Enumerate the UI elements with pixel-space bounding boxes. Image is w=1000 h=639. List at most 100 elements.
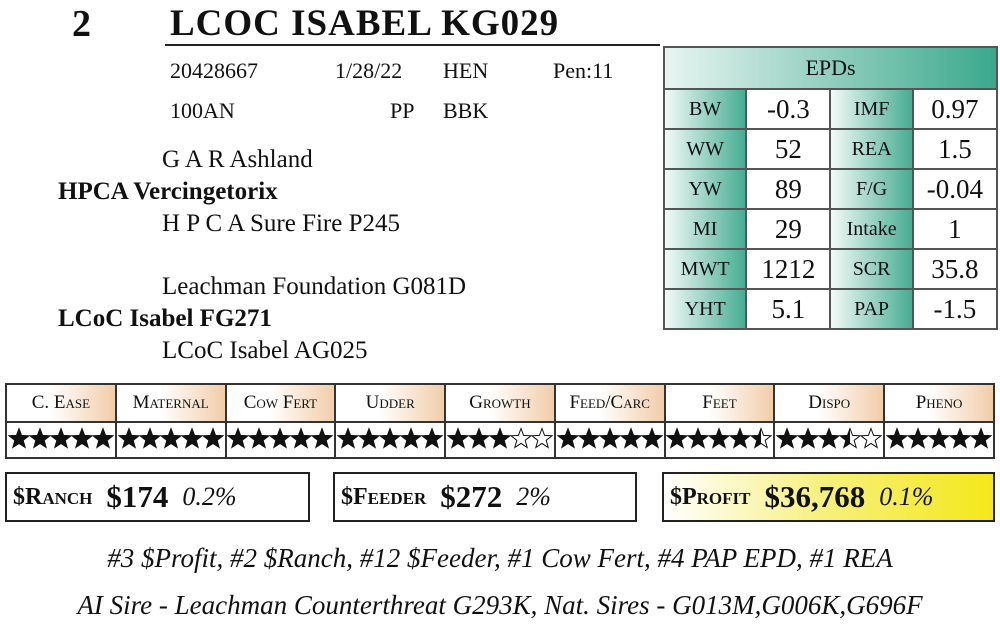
star-outline: [598, 426, 622, 449]
star-fill: [338, 428, 359, 447]
index-label: $Feeder: [341, 483, 427, 510]
star-rating: [885, 426, 993, 449]
star-outline: [336, 426, 360, 449]
info: HEN: [443, 58, 489, 83]
star-fill: [422, 428, 443, 447]
epd-value: -0.04: [911, 168, 999, 210]
star-fill: [777, 428, 798, 447]
star-outline: [311, 426, 334, 449]
epd-row: BW -0.3 IMF 0.97: [662, 88, 999, 130]
epd-label: MI: [662, 208, 748, 250]
star-outline: [838, 426, 862, 449]
star-outline: [378, 426, 402, 449]
index-box: $Ranch $174 0.2%: [5, 472, 310, 522]
star-fill: [401, 428, 422, 447]
star-fill: [908, 428, 929, 447]
epd-value: 52: [745, 128, 832, 170]
star-fill: [139, 428, 160, 447]
star-fill: [887, 428, 908, 447]
rating-cell: [5, 421, 117, 459]
star-fill: [228, 428, 249, 447]
star-fill: [270, 428, 291, 447]
pedigree-sire: HPCA Vercingetorix: [58, 178, 278, 205]
star-outline: [290, 426, 313, 449]
divider: [165, 44, 660, 46]
star-fill: [557, 428, 578, 447]
info: PP: [390, 98, 415, 123]
star-fill: [359, 428, 380, 447]
star-outline: [49, 426, 73, 449]
ratings-table: C. Ease Maternal Cow Fert Udder Growth Feed/C…: [5, 383, 995, 459]
star-outline: [159, 426, 182, 449]
epd-label: MWT: [662, 248, 748, 290]
star-rating: [446, 426, 554, 449]
star-outline: [708, 426, 731, 449]
star-outline: [509, 426, 533, 449]
star-fill: [599, 428, 620, 447]
epd-label: BW: [662, 88, 748, 130]
info: 20428667: [170, 58, 258, 83]
star-fill: [798, 428, 819, 447]
star-fill: [380, 428, 401, 447]
index-pct: 0.2%: [182, 482, 237, 511]
rating-header: Maternal: [114, 383, 227, 423]
star-fill: [578, 428, 599, 447]
star-outline: [467, 426, 491, 449]
star-outline: [969, 426, 993, 449]
epd-row: WW 52 REA 1.5: [662, 128, 999, 170]
star-outline: [488, 426, 512, 449]
star-rating: [336, 426, 444, 449]
rating-cell: [773, 421, 886, 459]
star-fill: [291, 428, 312, 447]
index-value: $272: [440, 479, 503, 514]
index-label: $Ranch: [13, 483, 93, 510]
star-outline: [619, 426, 643, 449]
rankings-note: #3 $Profit, #2 $Ranch, #12 $Feeder, #1 C…: [107, 543, 893, 573]
star-outline: [91, 426, 115, 449]
epd-value: 1.5: [911, 128, 999, 170]
star-outline: [530, 426, 554, 449]
epd-value: -0.3: [745, 88, 832, 130]
rating-cell: [444, 421, 556, 459]
star-fill: [8, 428, 29, 447]
epd-row: YHT 5.1 PAP -1.5: [662, 288, 999, 330]
epd-value: 1: [911, 208, 999, 250]
star-outline: [796, 426, 820, 449]
star-outline: [420, 426, 444, 449]
rating-cell: [334, 421, 447, 459]
pedigree: LCoC Isabel AG025: [162, 337, 368, 364]
star-fill: [447, 428, 468, 447]
star-fill: [50, 428, 71, 447]
star-fill: [71, 428, 92, 447]
info: 1/28/22: [335, 58, 403, 83]
index-label: $Profit: [670, 483, 751, 510]
star-outline: [357, 426, 381, 449]
epd-label: IMF: [829, 88, 914, 130]
star-outline: [750, 426, 773, 449]
info: 100AN: [170, 98, 235, 123]
epd-label: F/G: [829, 168, 914, 210]
star-outline: [906, 426, 930, 449]
rating-header: Cow Fert: [224, 383, 337, 423]
star-fill: [489, 428, 510, 447]
star-fill: [929, 428, 950, 447]
epd-label: Intake: [829, 208, 914, 250]
pedigree: Leachman Foundation G081D: [162, 273, 467, 300]
pedigree: G A R Ashland: [162, 146, 313, 173]
star-outline: [227, 426, 250, 449]
index-box: $Feeder $272 2%: [333, 472, 637, 522]
star-rating: [556, 426, 664, 449]
epd-value: 5.1: [745, 288, 832, 330]
star-outline: [28, 426, 52, 449]
index-value: $36,768: [764, 479, 866, 514]
epd-label: REA: [829, 128, 914, 170]
sire-note: AI Sire - Leachman Counterthreat G293K, …: [77, 590, 923, 620]
star-outline: [927, 426, 951, 449]
star-fill: [249, 428, 270, 447]
index-pct: 2%: [516, 482, 551, 511]
epd-table: EPDs BW -0.3 IMF 0.97 WW 52 REA 1.5 YW 89 F/G -0.04…: [662, 46, 999, 330]
info: Pen:11: [553, 58, 614, 83]
epd-label: PAP: [829, 288, 914, 330]
rating-cell: [663, 421, 776, 459]
epd-label: YHT: [662, 288, 748, 330]
